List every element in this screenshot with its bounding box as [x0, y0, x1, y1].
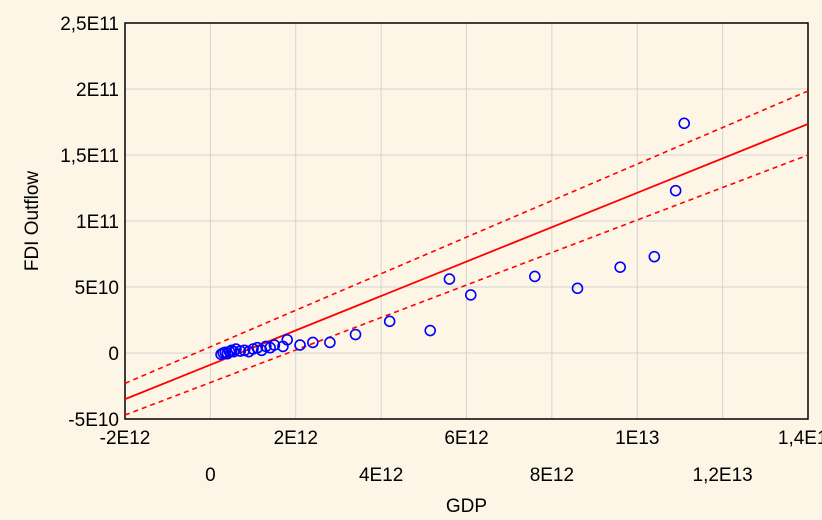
data-point — [614, 261, 626, 274]
y-tick-label: 1E11 — [76, 212, 119, 233]
y-tick-label: 2,5E11 — [60, 14, 119, 35]
x-tick-label: 4E12 — [359, 465, 403, 486]
y-axis-title: FDI Outflow — [22, 171, 43, 272]
x-tick-label: 0 — [205, 465, 216, 486]
data-point — [464, 289, 477, 301]
x-tick-label: -2E12 — [100, 428, 151, 449]
x-tick-label: 2E12 — [274, 428, 318, 449]
plot-area — [124, 22, 809, 420]
data-point — [268, 339, 281, 351]
data-point — [443, 273, 456, 285]
y-tick-label: -5E10 — [68, 410, 119, 431]
data-point — [234, 345, 247, 357]
data-point — [648, 250, 661, 263]
x-axis-title: GDP — [446, 496, 487, 517]
data-point — [571, 282, 584, 295]
tick-labels: -2E12 0 2E12 4E12 6E12 8E12 1E13 1,2E13 1,4E13 -5… — [60, 14, 822, 486]
data-point — [294, 339, 306, 351]
data-point — [228, 345, 240, 358]
x-tick-label: 1,4E13 — [778, 428, 822, 449]
data-point — [424, 324, 437, 337]
y-tick-label: 0 — [108, 344, 119, 365]
y-tick-label: 2E11 — [76, 80, 119, 101]
x-tick-label: 8E12 — [530, 465, 574, 486]
data-point — [669, 184, 682, 197]
data-point — [324, 336, 336, 349]
lower-confidence-band — [124, 154, 809, 416]
data-point — [349, 328, 362, 341]
grid-lines — [124, 22, 809, 420]
upper-confidence-band — [124, 90, 809, 385]
x-tick-label: 1E13 — [615, 428, 659, 449]
x-tick-label: 6E12 — [444, 428, 488, 449]
y-tick-label: 1,5E11 — [60, 146, 119, 167]
data-point — [281, 333, 294, 346]
data-point — [383, 315, 396, 328]
data-point — [307, 336, 319, 349]
data-point — [528, 270, 541, 283]
data-point — [678, 117, 691, 130]
y-tick-label: 5E10 — [75, 278, 119, 299]
data-points — [215, 117, 691, 361]
x-tick-label: 1,2E13 — [693, 465, 753, 486]
